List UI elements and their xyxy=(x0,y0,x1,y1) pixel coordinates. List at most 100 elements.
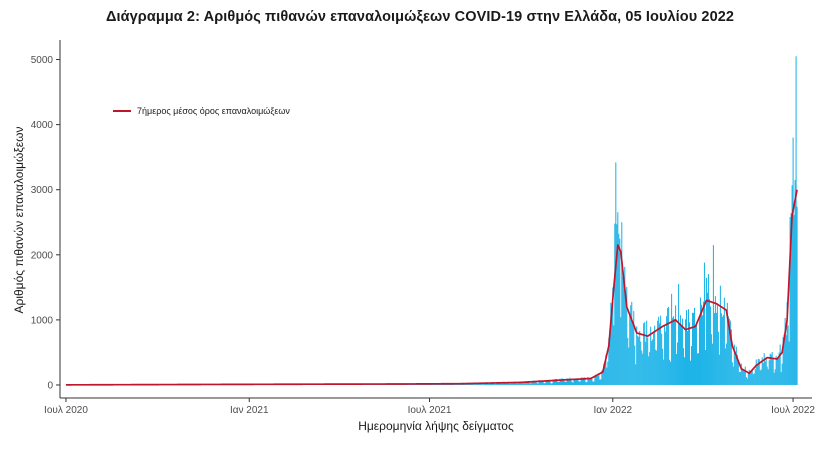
daily-bar xyxy=(747,373,749,385)
daily-bar xyxy=(690,346,693,385)
daily-bar xyxy=(741,369,743,385)
daily-bar xyxy=(577,379,579,385)
daily-bar xyxy=(788,341,790,385)
daily-bar xyxy=(628,347,630,385)
daily-bar xyxy=(526,381,528,385)
daily-bar xyxy=(709,306,711,385)
daily-bar xyxy=(561,378,563,385)
daily-bar xyxy=(787,325,789,385)
daily-bar xyxy=(488,383,490,385)
daily-bar xyxy=(786,302,788,385)
daily-bar xyxy=(768,360,770,385)
daily-bar xyxy=(566,378,568,385)
daily-bar xyxy=(701,315,703,385)
daily-bar xyxy=(553,381,555,385)
daily-bar xyxy=(607,361,609,385)
daily-bar xyxy=(789,217,791,385)
daily-bar xyxy=(710,334,712,385)
daily-bar xyxy=(473,384,475,385)
daily-bar xyxy=(614,223,616,385)
daily-bar xyxy=(530,383,532,385)
daily-bar xyxy=(498,382,500,385)
daily-bar xyxy=(645,341,647,385)
daily-bar xyxy=(613,325,615,385)
daily-bar xyxy=(610,302,612,385)
daily-bar xyxy=(600,379,602,385)
daily-bar xyxy=(514,382,516,385)
daily-bar xyxy=(519,382,521,385)
x-axis-label: Ημερομηνία λήψης δείγματος xyxy=(358,419,514,433)
daily-bar xyxy=(720,313,722,385)
daily-bar xyxy=(729,320,731,385)
daily-bar xyxy=(491,383,493,385)
daily-bar xyxy=(777,356,779,385)
daily-bar xyxy=(724,348,726,385)
daily-bar xyxy=(502,383,504,385)
daily-bar xyxy=(770,354,772,385)
daily-bar xyxy=(536,383,538,385)
daily-bar xyxy=(598,372,600,385)
daily-bar xyxy=(740,363,742,385)
daily-bar xyxy=(667,308,669,385)
daily-bar xyxy=(771,352,773,385)
daily-bar xyxy=(603,363,605,385)
legend-label: 7ήμερος μέσος όρος επαναλοιμώξεων xyxy=(137,106,290,116)
daily-bar xyxy=(772,357,774,385)
daily-bar xyxy=(594,375,596,385)
daily-bar xyxy=(574,378,576,385)
daily-bar xyxy=(734,356,736,385)
daily-bar xyxy=(548,379,550,385)
daily-bar xyxy=(521,382,523,385)
daily-bar xyxy=(606,367,608,385)
daily-bar xyxy=(604,363,606,385)
daily-bar xyxy=(438,384,441,385)
daily-bar xyxy=(564,381,566,385)
daily-bar xyxy=(575,379,577,385)
daily-bar xyxy=(555,378,557,385)
daily-bar xyxy=(671,293,673,385)
daily-bar xyxy=(680,315,682,385)
daily-bar xyxy=(666,316,668,385)
daily-bar xyxy=(578,381,580,385)
daily-bar xyxy=(636,326,638,385)
daily-bar xyxy=(722,315,724,385)
daily-bar xyxy=(527,380,529,385)
daily-bar xyxy=(495,383,497,385)
x-tick-label: Ιουλ 2021 xyxy=(408,405,452,416)
daily-bar xyxy=(739,372,741,385)
x-tick-label: Ιουλ 2020 xyxy=(44,405,88,416)
daily-bar xyxy=(638,336,640,385)
daily-bar xyxy=(466,384,468,385)
daily-bar xyxy=(705,277,707,385)
daily-bar xyxy=(538,380,540,385)
daily-bar xyxy=(749,372,751,385)
daily-bar xyxy=(599,379,601,385)
y-tick-label: 3000 xyxy=(31,185,54,196)
daily-bar xyxy=(783,334,785,385)
daily-bar xyxy=(683,348,685,385)
daily-bar xyxy=(657,320,659,385)
daily-bar xyxy=(653,332,655,385)
daily-bar xyxy=(728,318,730,385)
daily-bar xyxy=(611,310,613,385)
daily-bar xyxy=(522,383,524,385)
daily-bar xyxy=(627,337,629,385)
daily-bar xyxy=(630,305,632,385)
daily-bar xyxy=(737,359,739,385)
daily-bar xyxy=(629,314,631,385)
daily-bar xyxy=(623,277,625,385)
daily-bar xyxy=(649,352,651,385)
daily-bar xyxy=(576,379,578,385)
daily-bar xyxy=(714,296,716,385)
daily-bar xyxy=(684,357,686,385)
daily-bar xyxy=(591,378,593,385)
daily-bar xyxy=(756,365,758,385)
daily-bar xyxy=(755,359,757,385)
daily-bar xyxy=(573,378,575,385)
daily-bar xyxy=(439,384,442,385)
daily-bar xyxy=(743,371,745,385)
daily-bar xyxy=(673,316,675,385)
daily-bar xyxy=(694,326,697,385)
daily-bar xyxy=(791,185,793,385)
daily-bar xyxy=(557,382,559,385)
